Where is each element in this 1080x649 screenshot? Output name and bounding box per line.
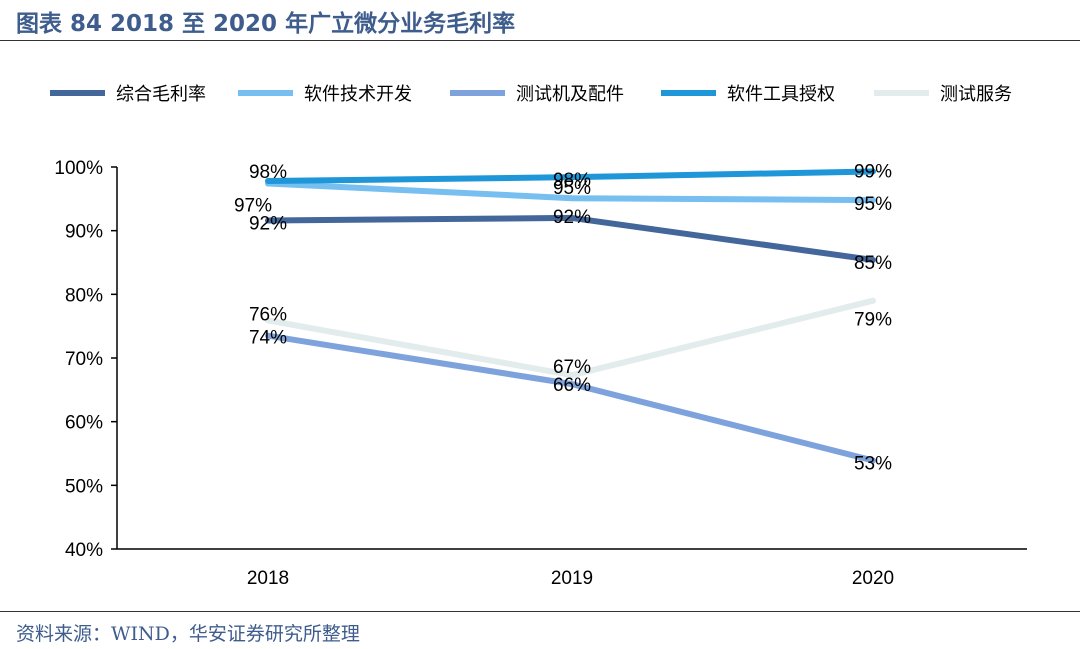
series-line xyxy=(265,297,876,379)
source-divider xyxy=(0,611,1080,612)
data-label: 67% xyxy=(553,357,591,378)
chart-title: 图表 84 2018 至 2020 年广立微分业务毛利率 xyxy=(16,11,516,37)
x-tick-label: 2020 xyxy=(852,568,894,589)
data-label: 98% xyxy=(249,162,287,183)
series-line xyxy=(265,332,876,464)
line-chart: 40% 50% 60% 70% 80% 90% 100% 2018 2019 2020 综合毛利率 软… xyxy=(50,84,1027,589)
y-tick-label: 100% xyxy=(54,158,103,179)
series-line xyxy=(265,180,876,204)
y-tick-label: 50% xyxy=(65,476,103,497)
data-label: 66% xyxy=(553,375,591,396)
x-tick-label: 2018 xyxy=(247,568,289,589)
data-label: 53% xyxy=(854,454,892,475)
data-label: 95% xyxy=(553,178,591,199)
legend-label: 综合毛利率 xyxy=(116,84,206,105)
data-label: 74% xyxy=(249,328,287,349)
title-divider xyxy=(0,40,1080,41)
legend-label: 测试机及配件 xyxy=(516,84,624,105)
data-label: 79% xyxy=(854,310,892,331)
data-label: 92% xyxy=(553,207,591,228)
data-label: 97% xyxy=(234,196,272,217)
data-label: 95% xyxy=(854,194,892,215)
data-label: 92% xyxy=(249,213,287,234)
y-tick-label: 60% xyxy=(65,413,103,434)
series-line xyxy=(265,214,876,263)
y-tick-label: 40% xyxy=(65,540,103,561)
data-label: 85% xyxy=(854,253,892,274)
data-label: 76% xyxy=(249,304,287,325)
legend-label: 软件工具授权 xyxy=(727,84,835,105)
y-tick-label: 70% xyxy=(65,349,103,370)
y-tick-label: 80% xyxy=(65,285,103,306)
source-note: 资料来源：WIND，华安证券研究所整理 xyxy=(16,623,360,645)
data-label: 98% xyxy=(553,170,591,191)
x-tick-label: 2019 xyxy=(551,568,593,589)
data-label: 99% xyxy=(854,161,892,182)
series-line xyxy=(265,168,876,185)
legend-label: 测试服务 xyxy=(940,84,1012,105)
y-tick-label: 90% xyxy=(65,222,103,243)
legend-label: 软件技术开发 xyxy=(304,84,412,105)
